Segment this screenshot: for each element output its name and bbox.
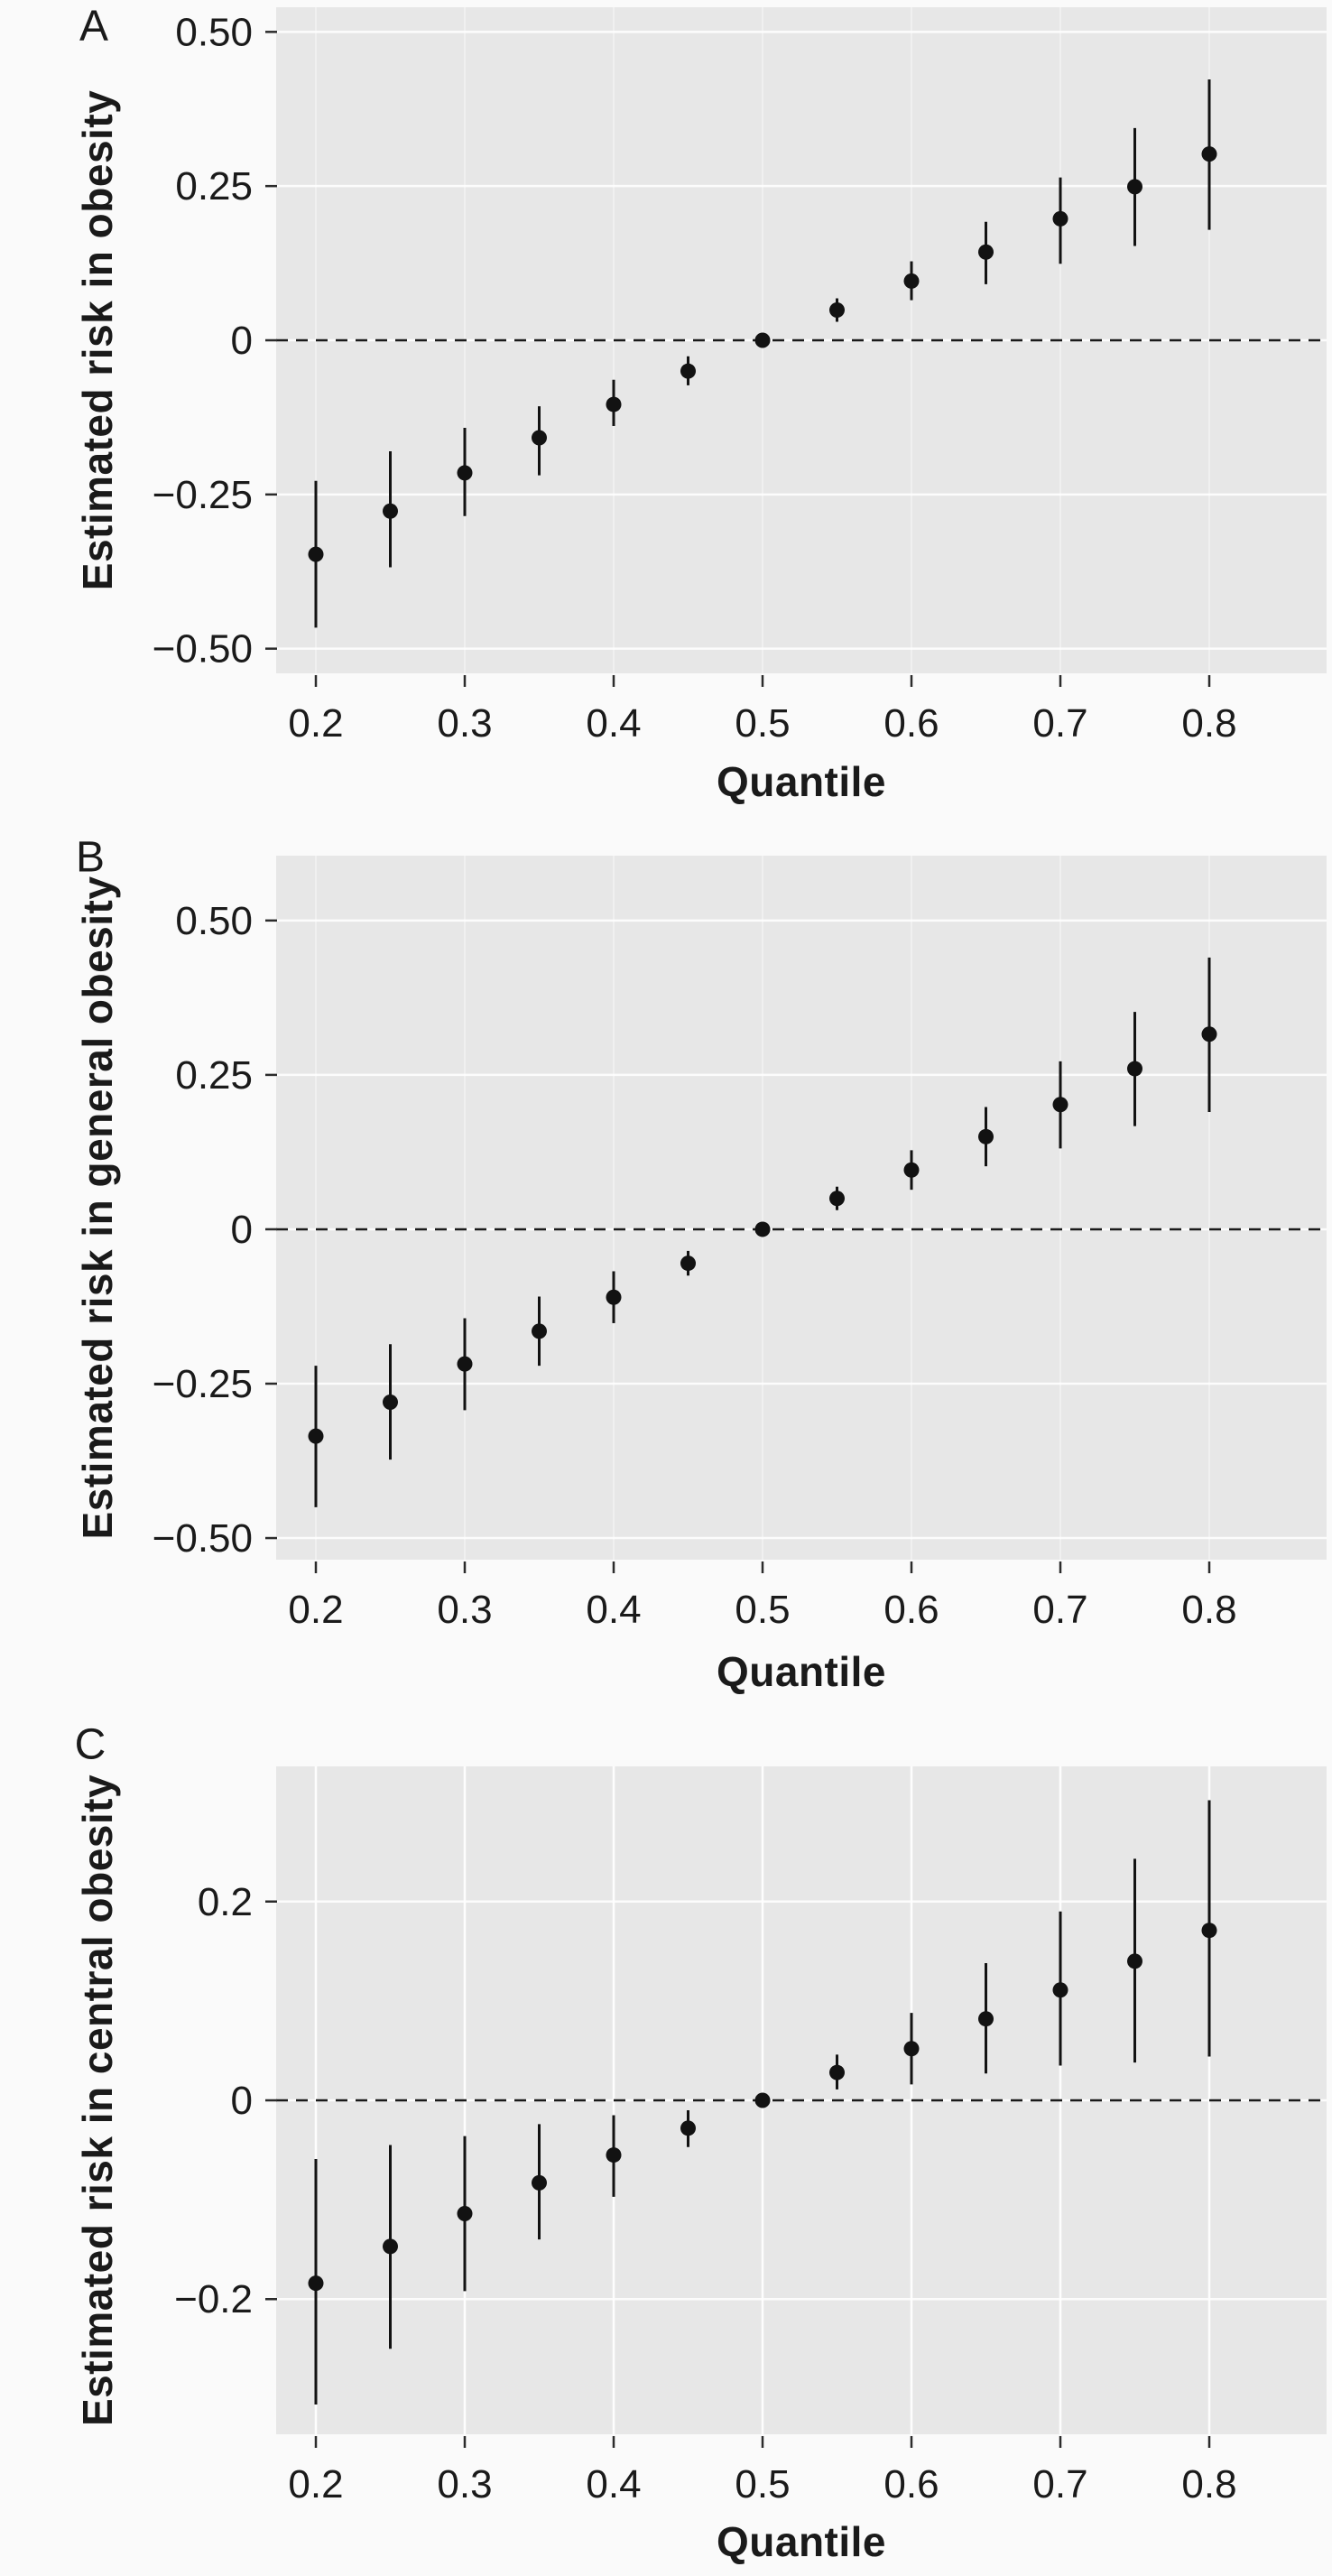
x-tick-label: 0.8 (1181, 2462, 1236, 2507)
point-estimate (457, 2206, 473, 2222)
point-estimate (383, 1395, 398, 1411)
x-tick-label: 0.6 (883, 1588, 939, 1632)
x-tick-label: 0.7 (1032, 701, 1087, 746)
y-tick-label: −0.50 (153, 627, 253, 672)
point-estimate (457, 1356, 473, 1372)
y-tick-label: −0.50 (153, 1516, 253, 1561)
x-tick-label: 0.8 (1181, 1588, 1236, 1632)
x-tick-label: 0.8 (1181, 701, 1236, 746)
x-tick-label: 0.5 (735, 2462, 790, 2507)
point-estimate (457, 465, 473, 481)
y-axis-title-a: Estimated risk in obesity (74, 89, 121, 591)
point-estimate (606, 2147, 622, 2164)
point-estimate (606, 396, 622, 412)
y-axis-title-b: Estimated risk in general obesity (74, 876, 121, 1540)
point-estimate (308, 546, 324, 562)
x-tick-label: 0.4 (586, 2462, 641, 2507)
point-estimate (606, 1289, 622, 1305)
point-estimate (903, 273, 920, 289)
point-estimate (1127, 179, 1142, 195)
point-estimate (754, 2092, 771, 2108)
point-estimate (1127, 1061, 1142, 1077)
x-tick-label: 0.5 (735, 1588, 790, 1632)
point-estimate (1052, 1097, 1068, 1113)
panel-a: 0.50 0.25 0 −0.25 −0.50 0.2 0.3 0.4 0.5 0.6 0.7 0.8 (153, 7, 1327, 746)
point-estimate (532, 1323, 547, 1339)
y-tick-label: 0.25 (175, 164, 253, 208)
point-estimate (383, 2238, 398, 2255)
y-tick-label: 0 (231, 2079, 253, 2123)
point-estimate (1201, 1923, 1217, 1939)
x-tick-label: 0.4 (586, 701, 641, 746)
point-estimate (383, 503, 398, 519)
point-estimate (903, 1162, 920, 1178)
point-estimate (532, 2174, 547, 2191)
point-estimate (308, 2275, 324, 2292)
y-tick-label: −0.25 (153, 473, 253, 517)
x-tick-label: 0.2 (288, 2462, 343, 2507)
y-tick-label: 0 (231, 1208, 253, 1252)
x-tick-label: 0.7 (1032, 1588, 1087, 1632)
point-estimate (532, 430, 547, 446)
point-estimate (680, 1256, 696, 1272)
panel-label-c: C (74, 1720, 106, 1769)
point-estimate (680, 2120, 696, 2136)
point-estimate (1201, 1026, 1217, 1042)
point-estimate (1052, 1982, 1068, 1998)
x-tick-label: 0.3 (437, 701, 492, 746)
point-estimate (1201, 146, 1217, 162)
point-estimate (754, 332, 771, 348)
panel-label-a: A (79, 2, 109, 51)
y-tick-label: 0.2 (198, 1880, 253, 1924)
point-estimate (978, 244, 994, 260)
x-tick-label: 0.3 (437, 1588, 492, 1632)
point-estimate (754, 1221, 771, 1237)
y-tick-label: −0.25 (153, 1362, 253, 1406)
x-tick-label: 0.2 (288, 1588, 343, 1632)
point-estimate (829, 1191, 845, 1207)
point-estimate (829, 302, 845, 319)
x-axis-title-a: Quantile (716, 758, 887, 805)
x-tick-label: 0.7 (1032, 2462, 1087, 2507)
x-tick-label: 0.4 (586, 1588, 641, 1632)
x-axis-title-c: Quantile (716, 2518, 887, 2565)
x-tick-label: 0.6 (883, 2462, 939, 2507)
point-estimate (903, 2041, 920, 2057)
x-tick-label: 0.5 (735, 701, 790, 746)
y-tick-label: 0.25 (175, 1053, 253, 1098)
x-tick-label: 0.6 (883, 701, 939, 746)
panel-c: 0.2 0 −0.2 0.2 0.3 0.4 0.5 0.6 0.7 0.8 (174, 1766, 1327, 2507)
x-tick-label: 0.2 (288, 701, 343, 746)
point-estimate (308, 1428, 324, 1444)
x-axis-title-b: Quantile (716, 1648, 887, 1695)
point-estimate (680, 363, 696, 379)
x-tick-label: 0.3 (437, 2462, 492, 2507)
y-axis-title-c: Estimated risk in central obesity (74, 1774, 121, 2427)
point-estimate (829, 2064, 845, 2080)
y-tick-label: −0.2 (174, 2277, 253, 2321)
y-tick-label: 0.50 (175, 10, 253, 54)
point-estimate (1052, 210, 1068, 227)
plot-area (276, 856, 1327, 1560)
point-estimate (978, 1128, 994, 1144)
point-estimate (1127, 1953, 1142, 1969)
y-tick-label: 0 (231, 319, 253, 363)
panel-b: 0.50 0.25 0 −0.25 −0.50 0.2 0.3 0.4 0.5 0.6 0.7 0.8 (153, 856, 1327, 1632)
y-tick-label: 0.50 (175, 899, 253, 943)
point-estimate (978, 2011, 994, 2027)
panel-label-b: B (75, 833, 106, 882)
